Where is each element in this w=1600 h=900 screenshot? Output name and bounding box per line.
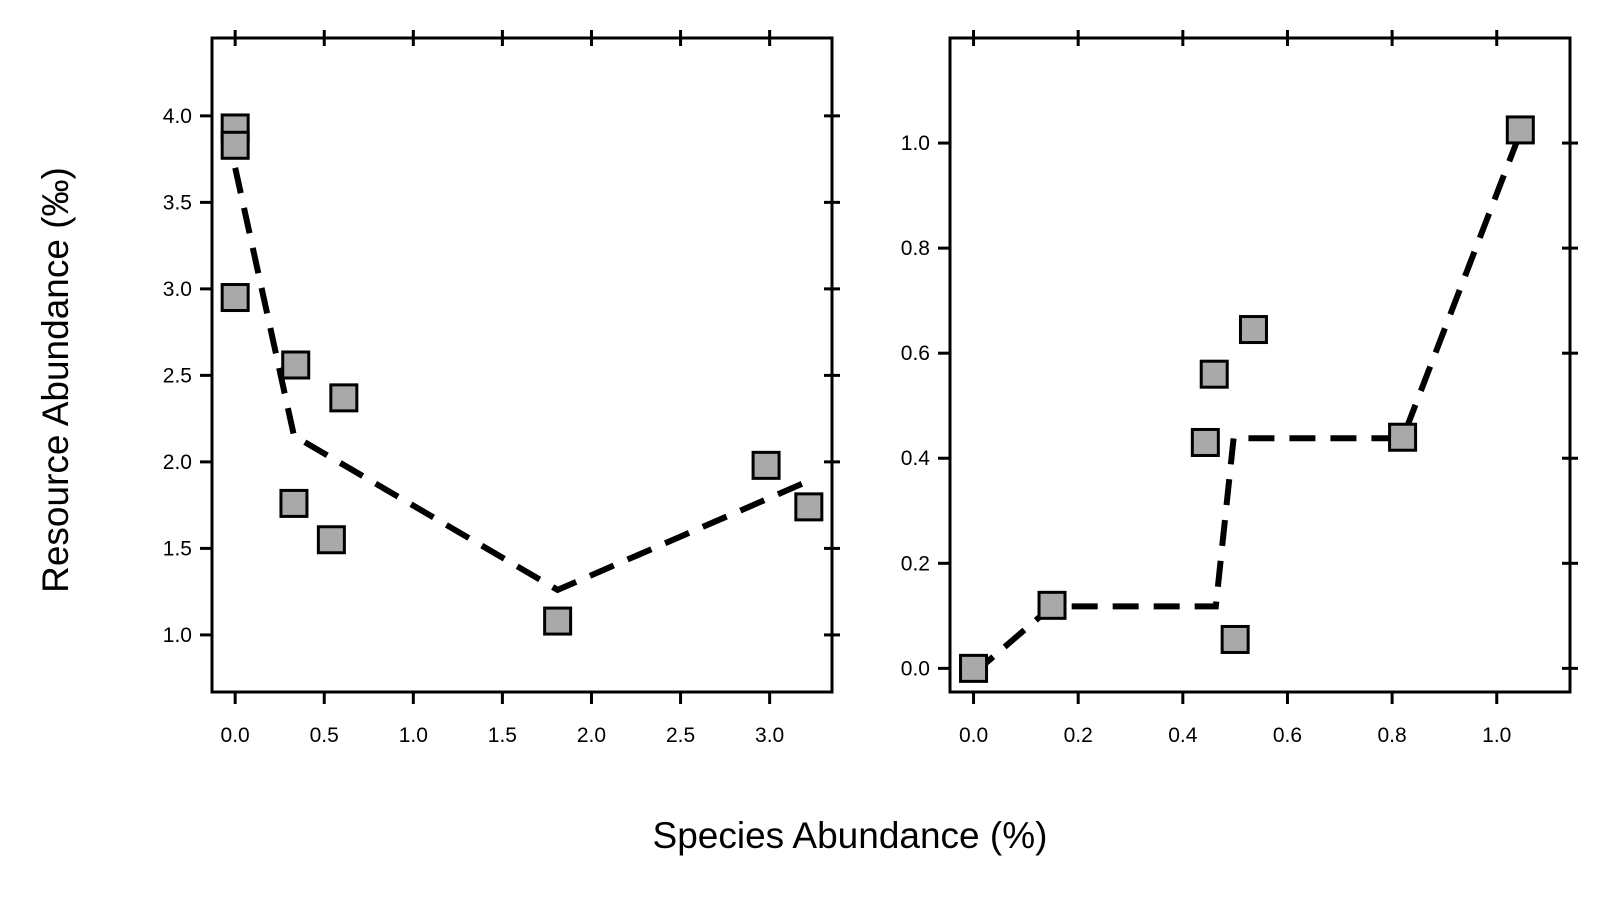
x-tick-label: 0.0	[221, 724, 250, 747]
data-point	[220, 130, 250, 160]
right-panel: 0.0 0.2 0.4 0.6 0.8 1.0 0.0 0.2 0.4 0.6 0.8 1.0	[901, 30, 1578, 747]
data-point	[1388, 422, 1418, 452]
x-tick-label: 0.2	[1064, 724, 1093, 747]
y-tick-label: 2.0	[163, 451, 192, 474]
data-point	[543, 606, 573, 636]
y-tick-label: 0.6	[901, 342, 930, 365]
x-tick-label: 0.4	[1168, 724, 1198, 747]
y-tick-label: 0.0	[901, 657, 930, 680]
data-point	[751, 450, 781, 480]
y-tick-label: 2.5	[163, 364, 192, 387]
left-panel: 0.0 0.5 1.0 1.5 2.0 2.5 3.0 1.0 1.5 2.0 2.5 3.0 3.5 4…	[163, 30, 840, 747]
data-point	[959, 653, 989, 683]
data-point	[316, 525, 346, 555]
y-tick-label: 1.0	[163, 624, 192, 647]
right-plot-frame	[948, 36, 1572, 694]
y-tick-label: 1.0	[901, 132, 930, 155]
x-tick-label: 1.5	[488, 724, 517, 747]
x-tick-label: 2.5	[666, 724, 695, 747]
x-tick-label: 1.0	[399, 724, 428, 747]
data-point	[1505, 115, 1535, 145]
data-point	[279, 488, 309, 518]
x-tick-label: 0.6	[1273, 724, 1302, 747]
y-axis-title: Resource Abundance (‰)	[35, 167, 76, 593]
x-axis-title: Species Abundance (%)	[653, 815, 1048, 856]
data-point	[794, 492, 824, 522]
data-point	[281, 350, 311, 380]
y-tick-label: 0.4	[901, 447, 931, 470]
x-tick-label: 1.0	[1482, 724, 1511, 747]
left-plot-frame	[210, 36, 834, 694]
x-tick-label: 3.0	[755, 724, 784, 747]
data-point	[1220, 624, 1250, 654]
y-tick-label: 1.5	[163, 537, 192, 560]
data-point	[1238, 315, 1268, 345]
left-dashed-fit-line	[232, 167, 810, 594]
data-point	[1190, 427, 1220, 457]
x-tick-label: 2.0	[577, 724, 606, 747]
y-tick-label: 3.0	[163, 278, 192, 301]
data-point	[1037, 590, 1067, 620]
y-tick-label: 4.0	[163, 105, 192, 128]
y-tick-label: 3.5	[163, 191, 192, 214]
data-point	[329, 383, 359, 413]
data-point	[1199, 359, 1229, 389]
y-tick-label: 0.8	[901, 237, 930, 260]
x-tick-label: 0.8	[1378, 724, 1407, 747]
data-point	[220, 283, 250, 313]
x-tick-label: 0.0	[959, 724, 988, 747]
x-tick-label: 0.5	[310, 724, 339, 747]
y-tick-label: 0.2	[901, 552, 930, 575]
